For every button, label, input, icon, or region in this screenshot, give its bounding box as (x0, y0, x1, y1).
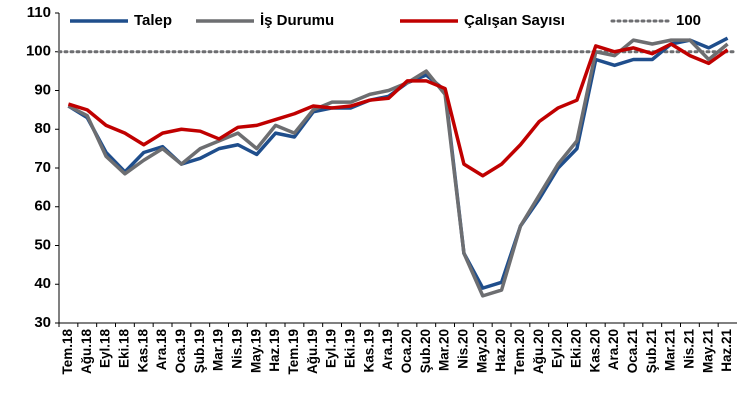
x-tick-label: Ara.19 (380, 329, 395, 370)
x-tick-label: Ara.18 (154, 329, 169, 371)
x-tick-label: Eki.19 (342, 329, 357, 368)
x-tick-label: Şub.20 (418, 329, 433, 373)
x-tick-label: Ağu.20 (531, 329, 546, 374)
x-tick-label: Tem.19 (286, 329, 301, 375)
y-tick-label: 80 (34, 120, 51, 137)
x-tick-label: Mar.20 (437, 329, 452, 371)
legend-label: 100 (676, 12, 701, 29)
x-tick-label: Tem.18 (60, 329, 75, 375)
x-tick-label: Tem.20 (512, 329, 527, 375)
x-tick-label: Kas.19 (361, 329, 376, 373)
x-tick-label: Nis.19 (229, 329, 244, 369)
y-tick-label: 30 (34, 314, 51, 331)
x-tick-label: Mar.19 (211, 329, 226, 371)
x-tick-label: Nis.21 (681, 329, 696, 369)
x-tick-label: Ağu.19 (305, 329, 320, 374)
legend-label: İş Durumu (260, 12, 334, 29)
series-line (67, 36, 729, 290)
x-tick-label: Mar.21 (663, 329, 678, 372)
x-tick-label: Haz.21 (719, 329, 734, 372)
x-tick-label: Kas.18 (135, 329, 150, 373)
x-tick-label: Kas.20 (587, 329, 602, 373)
y-tick-label: 60 (34, 198, 51, 215)
x-tick-label: Oca.21 (625, 329, 640, 374)
y-tick-label: 40 (34, 275, 51, 292)
y-tick-label: 90 (34, 81, 51, 98)
x-tick-label: Eyl.20 (550, 329, 565, 368)
x-tick-label: Oca.20 (399, 329, 414, 373)
x-tick-label: Eki.18 (116, 329, 131, 369)
x-tick-label: Haz.19 (267, 329, 282, 372)
legend-label: Talep (134, 12, 172, 29)
legend-label: Çalışan Sayısı (464, 12, 565, 29)
y-tick-label: 70 (34, 159, 51, 176)
legend: Talep İş Durumu Çalışan Sayısı 100 (64, 10, 732, 32)
x-tick-label: Ara.20 (606, 329, 621, 370)
x-tick-label: Şub.21 (644, 329, 659, 374)
x-tick-label: May.20 (474, 329, 489, 373)
x-tick-label: Nis.20 (455, 329, 470, 369)
x-tick-label: Ağu.18 (79, 329, 94, 375)
x-tick-label: Eyl.19 (324, 329, 339, 368)
x-tick-label: Şub.19 (192, 329, 207, 373)
x-tick-label: Oca.19 (173, 329, 188, 373)
x-tick-label: Haz.20 (493, 329, 508, 372)
x-tick-label: Eyl.18 (98, 329, 113, 369)
y-tick-label: 110 (27, 4, 51, 21)
series-line (67, 42, 729, 178)
x-tick-label: May.21 (700, 329, 715, 374)
y-tick-label: 50 (34, 236, 51, 253)
x-tick-label: May.19 (248, 329, 263, 373)
legend-bg (64, 10, 732, 32)
y-tick-label: 100 (26, 43, 51, 60)
x-tick-label: Eki.20 (568, 329, 583, 368)
series-line (67, 38, 729, 298)
